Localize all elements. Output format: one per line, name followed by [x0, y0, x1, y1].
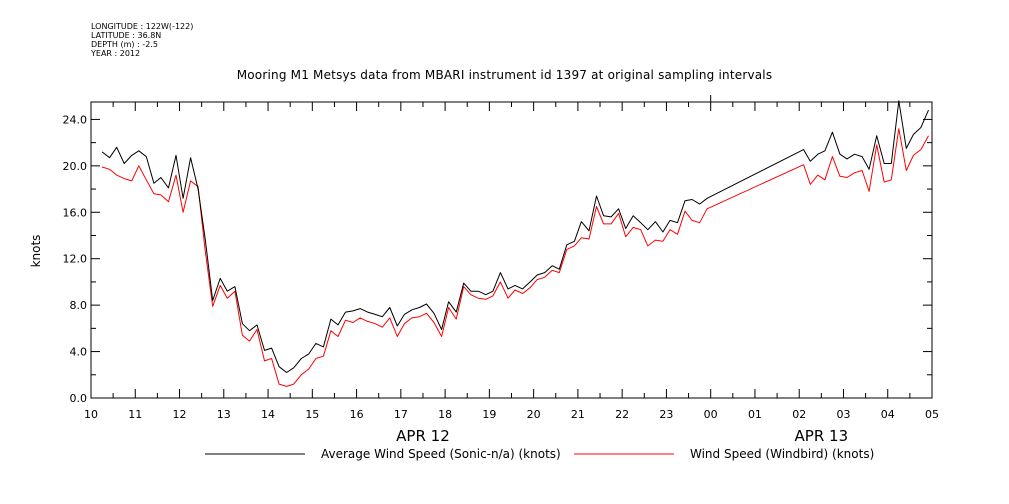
- x-tick-label: 03: [836, 408, 850, 421]
- x-tick-label: 14: [261, 408, 275, 421]
- x-tick-label: 10: [84, 408, 98, 421]
- longitude-label: LONGITUDE : 122W(-122): [91, 22, 194, 31]
- x-tick-label: 21: [571, 408, 585, 421]
- chart-title: Mooring M1 Metsys data from MBARI instru…: [236, 68, 773, 82]
- x-tick-label: 16: [350, 408, 364, 421]
- x-tick-label: 23: [659, 408, 673, 421]
- x-tick-label: 11: [128, 408, 142, 421]
- y-tick-label: 12.0: [63, 253, 88, 266]
- plot-frame: [90, 101, 933, 399]
- date-label: APR 12: [396, 427, 450, 445]
- x-tick-label: 19: [482, 408, 496, 421]
- y-axis: 0.0 4.0 8.0 12.0 16.0 20.0 24.0: [63, 113, 932, 405]
- x-tick-label: 12: [173, 408, 187, 421]
- x-axis: 10 11 12 13 14 15 16 17 18 19 20 21 22 23 00 01 02 03 04 05…: [84, 95, 939, 445]
- x-tick-label: 22: [615, 408, 629, 421]
- latitude-label: LATITUDE : 36.8N: [91, 31, 162, 40]
- x-tick-label: 13: [217, 408, 231, 421]
- x-tick-label: 00: [704, 408, 718, 421]
- x-tick-label: 05: [925, 408, 939, 421]
- x-tick-label: 02: [792, 408, 806, 421]
- y-tick-label: 16.0: [63, 206, 88, 219]
- date-label: APR 13: [795, 427, 849, 445]
- y-tick-label: 24.0: [63, 113, 88, 126]
- legend-label: Wind Speed (Windbird) (knots): [690, 447, 874, 461]
- x-tick-label: 04: [881, 408, 895, 421]
- legend: Average Wind Speed (Sonic-n/a) (knots) Wi…: [205, 447, 874, 461]
- x-tick-label: 17: [394, 408, 408, 421]
- y-tick-label: 8.0: [70, 299, 88, 312]
- x-tick-label: 20: [527, 408, 541, 421]
- x-tick-label: 15: [305, 408, 319, 421]
- y-tick-label: 20.0: [63, 160, 88, 173]
- series-line-windbird-wind-speed: [101, 128, 929, 387]
- legend-label: Average Wind Speed (Sonic-n/a) (knots): [321, 447, 561, 461]
- year-label: YEAR : 2012: [91, 49, 141, 58]
- series-line-average-wind-speed: [101, 100, 929, 373]
- metadata-block: LONGITUDE : 122W(-122) LATITUDE : 36.8N …: [91, 22, 193, 58]
- y-axis-label: knots: [29, 235, 43, 268]
- series-layer: [101, 100, 929, 387]
- y-tick-label: 0.0: [70, 392, 88, 405]
- depth-label: DEPTH (m) : -2.5: [91, 40, 158, 49]
- y-tick-label: 4.0: [70, 346, 88, 359]
- x-tick-label: 01: [748, 408, 762, 421]
- x-tick-label: 18: [438, 408, 452, 421]
